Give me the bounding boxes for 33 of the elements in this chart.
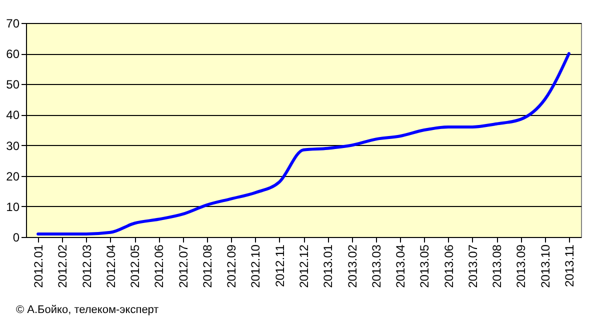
x-tick-label: 2013.08	[490, 244, 504, 288]
x-tick-label: 2013.02	[345, 244, 360, 288]
y-tick-label: 50	[6, 78, 20, 92]
x-tick-label: 2013.09	[514, 244, 528, 288]
y-tick-label: 0	[12, 230, 20, 244]
x-tick-label: 2013.10	[538, 244, 552, 288]
x-tick-label: 2012.06	[152, 244, 166, 288]
y-tick-label: 70	[6, 16, 20, 30]
x-tick-label: 2013.07	[466, 244, 480, 288]
x-tick-label: 2012.09	[224, 244, 239, 288]
y-tick-label: 20	[6, 169, 20, 184]
y-tick-label: 40	[6, 108, 20, 122]
x-tick-label: 2012.05	[128, 244, 142, 288]
x-tick-label: 2012.01	[32, 244, 46, 288]
y-tick-label: 10	[6, 200, 20, 214]
y-tick-label: 30	[6, 138, 20, 153]
x-tick-label: 2012.02	[56, 244, 70, 288]
x-tick-label: 2012.12	[297, 244, 311, 288]
x-tick-label: 2013.03	[369, 244, 384, 288]
x-tick-label: 2013.05	[418, 244, 432, 288]
x-tick-label: 2012.11	[272, 244, 287, 287]
line-series	[36, 52, 570, 236]
x-tick-label: 2013.01	[321, 244, 336, 288]
x-tick-label: 2012.08	[200, 244, 214, 288]
y-tick-label: 60	[6, 47, 20, 62]
x-tick-label: 2013.04	[394, 244, 408, 288]
x-tick-label: 2013.06	[442, 244, 456, 288]
x-tick-label: 2012.04	[104, 244, 118, 288]
x-tick-label: 2013.11	[562, 244, 576, 287]
text: © А.Бойко, телеком-эксперт	[16, 304, 159, 316]
x-tick-label: 2012.10	[248, 244, 263, 288]
x-tick-label: 2012.07	[176, 244, 190, 288]
x-tick-label: 2012.03	[80, 244, 94, 288]
